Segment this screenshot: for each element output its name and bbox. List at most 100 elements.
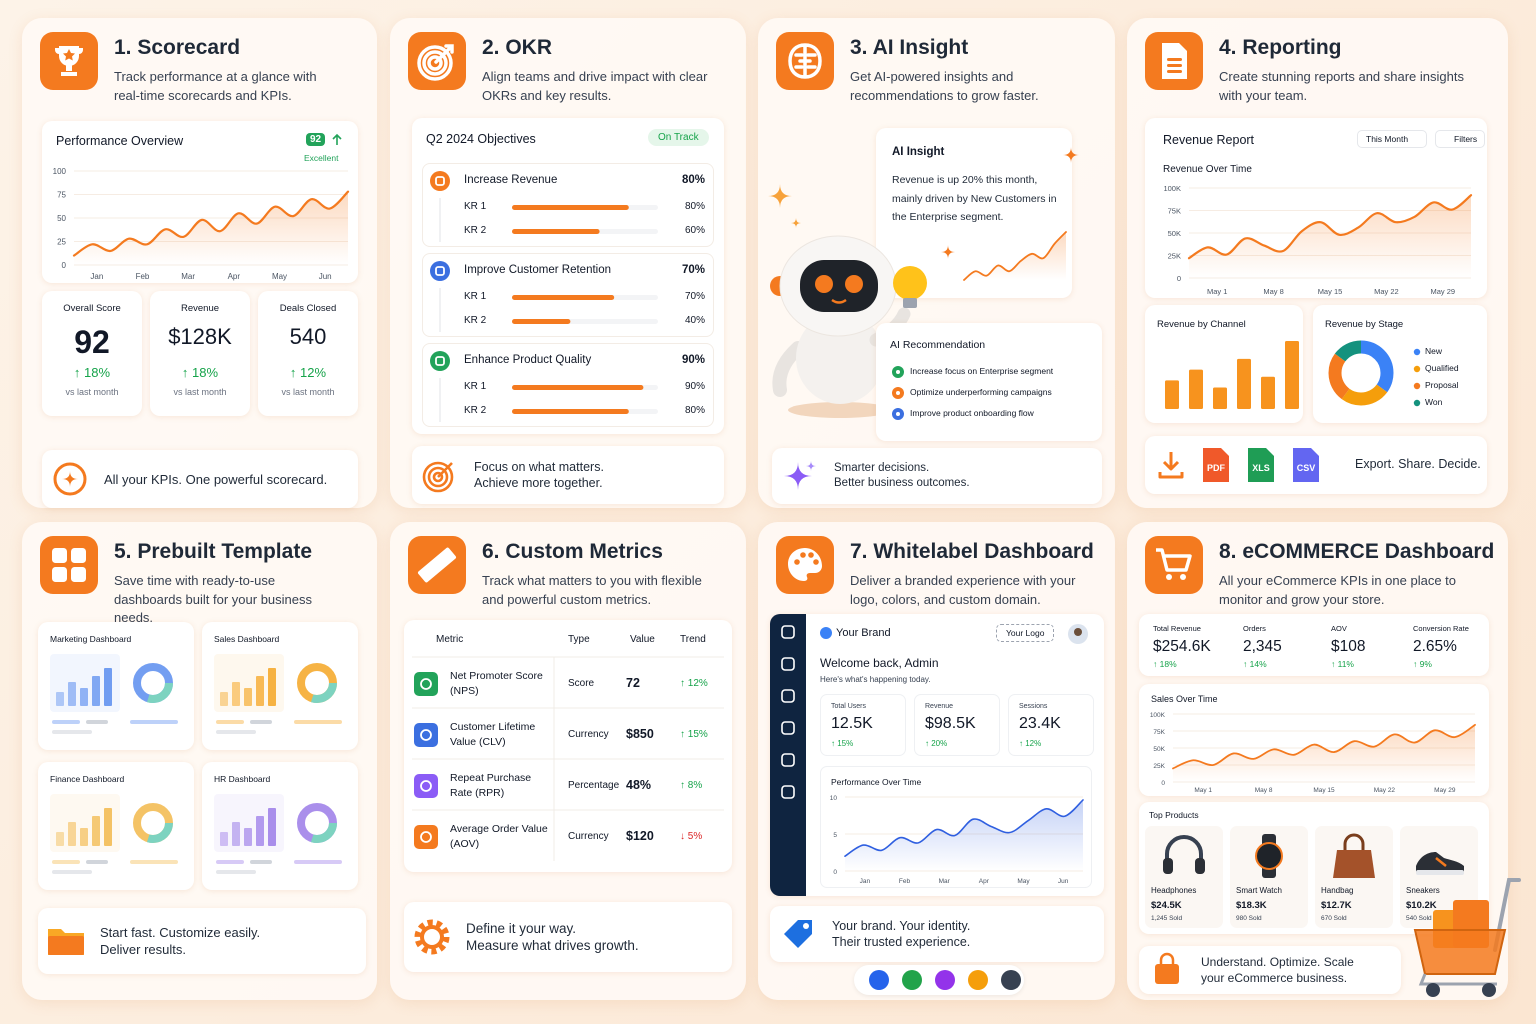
doc-line xyxy=(1167,64,1182,67)
x-tick-label: Jan xyxy=(860,878,871,885)
column-header: Value xyxy=(630,634,655,645)
objective-name: Enhance Product Quality xyxy=(464,354,592,366)
thumb-bar xyxy=(92,816,100,846)
report-panel: Revenue Report This Month Filters Revenue O… xyxy=(1145,118,1487,298)
bar xyxy=(1165,380,1179,409)
footer-panel: All your KPIs. One powerful scorecard. xyxy=(42,450,358,508)
stage-panel: Revenue by Stage New Qualified Proposal Won xyxy=(1313,305,1487,423)
thumb-donut xyxy=(297,803,337,843)
y-tick-label: 10 xyxy=(830,795,838,802)
watch-face xyxy=(1255,842,1283,870)
x-tick-label: Mar xyxy=(181,272,195,281)
footer-text: Understand. Optimize. Scale xyxy=(1201,955,1354,969)
period-select: This Month xyxy=(1357,130,1427,148)
footer-icon xyxy=(422,461,454,493)
metric-value: $850 xyxy=(626,727,654,741)
x-tick-label: Feb xyxy=(136,272,150,281)
kr-progress xyxy=(512,385,644,390)
x-tick-label: May 8 xyxy=(1263,287,1283,296)
kr-name: KR 2 xyxy=(464,405,487,416)
footer-icon xyxy=(53,462,87,496)
y-tick-label: 0 xyxy=(1161,780,1165,787)
thumb-bar xyxy=(92,676,100,706)
card: 1. Scorecard Track performance at a glanc… xyxy=(22,18,377,508)
product-revenue: $24.5K xyxy=(1151,900,1182,911)
icon-mark xyxy=(435,176,445,186)
x-tick-label: May 1 xyxy=(1207,287,1227,296)
color-swatch xyxy=(935,970,955,990)
objective-progress: 90% xyxy=(681,354,705,366)
footer-panel: Define it your way. Measure what drives g… xyxy=(404,902,732,972)
product-image xyxy=(1255,834,1283,878)
y-tick-label: 75K xyxy=(1168,207,1181,216)
product-sold: 1,245 Sold xyxy=(1151,915,1183,922)
stat-label: Revenue xyxy=(925,703,954,710)
bag-handle xyxy=(1159,952,1175,964)
thumb-bar xyxy=(244,828,252,846)
robot-eye xyxy=(815,275,833,293)
insight-title: AI Insight xyxy=(892,146,945,158)
metric-trend: ↑ 8% xyxy=(680,780,703,791)
tile xyxy=(52,567,67,582)
metric-trend: ↓ 5% xyxy=(680,831,703,842)
file xyxy=(1248,448,1274,482)
icon-dot xyxy=(896,391,900,395)
donut-segment xyxy=(1328,340,1394,406)
kr-bar xyxy=(512,205,658,210)
bag xyxy=(1155,964,1179,984)
footer-text: Better business outcomes. xyxy=(834,477,970,489)
thumb-line xyxy=(52,870,92,874)
card-icon xyxy=(40,536,98,594)
ring xyxy=(432,471,444,483)
bag xyxy=(1333,850,1375,878)
recommendation-text: Increase focus on Enterprise segment xyxy=(910,366,1054,376)
line-chart xyxy=(963,231,1067,281)
y-tick-label: 100K xyxy=(1150,712,1166,719)
cart-handle xyxy=(1493,878,1521,952)
donut-segment xyxy=(1328,340,1394,406)
thumb-bar xyxy=(56,832,64,846)
sparkle xyxy=(791,218,801,228)
column-header: Type xyxy=(568,634,590,645)
donut-segment xyxy=(1328,340,1394,406)
nav-icon xyxy=(781,625,795,639)
thumb-bar xyxy=(268,808,276,846)
objective-progress: 80% xyxy=(681,174,705,186)
stat-change: ↑ 20% xyxy=(925,739,948,748)
thumb-line xyxy=(294,720,342,724)
kr-progress: 90% xyxy=(684,381,705,392)
icon-dot xyxy=(896,412,900,416)
card-title: 4. Reporting xyxy=(1219,36,1342,59)
metric-trend: ↑ 15% xyxy=(680,729,708,740)
channel-title: Revenue by Channel xyxy=(1157,319,1246,330)
thumb-line xyxy=(250,720,272,724)
thumb-line xyxy=(216,720,244,724)
card-icon xyxy=(40,32,98,90)
kr-progress xyxy=(512,205,629,210)
ruler xyxy=(417,547,457,583)
kr-bar xyxy=(512,319,658,324)
paint xyxy=(813,559,819,565)
arrow xyxy=(434,44,454,64)
color-swatch xyxy=(902,970,922,990)
paint xyxy=(808,552,814,558)
y-tick-label: 100 xyxy=(53,167,67,176)
thumb-line xyxy=(216,730,256,734)
card: 5. Prebuilt Template Save time with ready… xyxy=(22,522,377,1000)
filter-button: Filters xyxy=(1435,130,1485,148)
metric-icon-glyph xyxy=(420,831,432,843)
footer-text: Start fast. Customize easily. xyxy=(100,925,261,940)
kpi-label: Orders xyxy=(1243,624,1266,633)
file-icon xyxy=(1203,448,1229,482)
footer-text: Achieve more together. xyxy=(474,476,603,490)
thumb-bar xyxy=(256,676,264,706)
bar xyxy=(1261,376,1275,409)
nav-icon xyxy=(781,785,795,799)
sidebar-bg xyxy=(770,614,806,896)
kpi-label: AOV xyxy=(1331,624,1347,633)
thumb-bg xyxy=(50,794,120,852)
card-icon xyxy=(776,536,834,594)
card-description: Deliver a branded experience with your l… xyxy=(850,573,1076,607)
y-tick-label: 5 xyxy=(833,832,837,839)
x-tick-label: May 15 xyxy=(1318,287,1343,296)
